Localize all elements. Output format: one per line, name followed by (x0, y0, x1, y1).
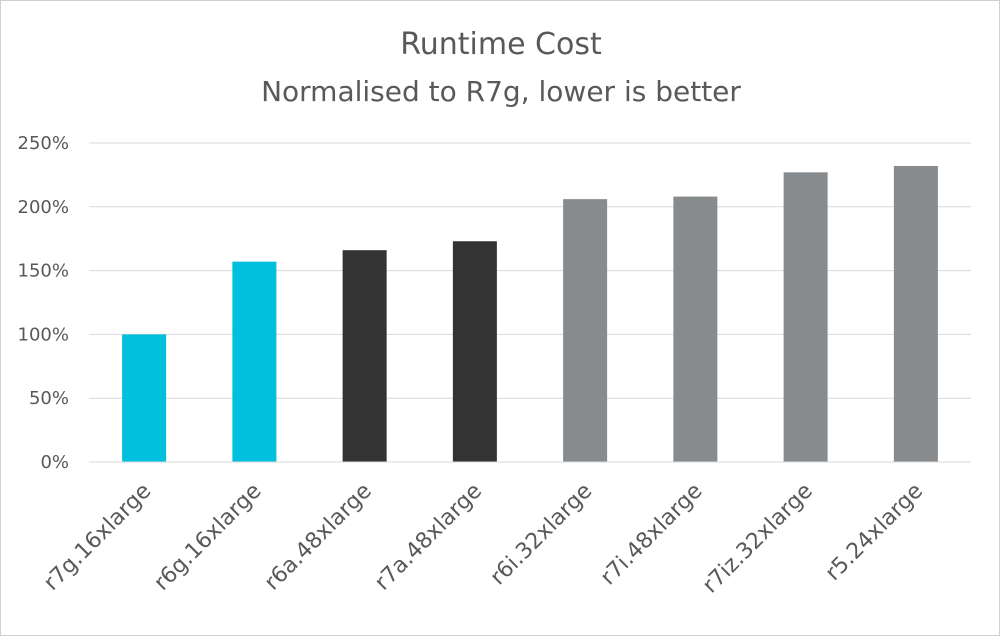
bar-r6g.16xlarge (232, 261, 277, 462)
bar-r6a.48xlarge (342, 250, 387, 462)
bar-r7iz.32xlarge (783, 172, 828, 462)
bar-r7a.48xlarge (452, 241, 497, 462)
x-tick-label: r6g.16xlarge (149, 479, 266, 596)
bar-r5.24xlarge (893, 165, 938, 462)
gridlines (89, 142, 971, 463)
x-tick-label: r6a.48xlarge (260, 479, 377, 596)
x-tick-label: r7iz.32xlarge (698, 479, 818, 599)
x-tick-label: r7a.48xlarge (370, 479, 487, 596)
y-tick-label: 100% (18, 324, 69, 345)
y-tick-label: 200% (18, 197, 69, 218)
x-tick-label: r7g.16xlarge (39, 479, 156, 596)
bar-r6i.32xlarge (563, 199, 608, 463)
y-tick-label: 250% (18, 133, 69, 154)
bar-r7g.16xlarge (122, 334, 167, 462)
chart-subtitle: Normalised to R7g, lower is better (261, 75, 741, 108)
y-tick-label: 150% (18, 261, 69, 282)
y-tick-label: 0% (40, 452, 69, 473)
chart-title: Runtime Cost (400, 27, 602, 62)
x-tick-label: r6i.32xlarge (486, 479, 598, 591)
bars (122, 165, 938, 463)
bar-r7i.48xlarge (673, 196, 718, 463)
x-tick-label: r5.24xlarge (821, 479, 928, 586)
x-axis-category-labels: r7g.16xlarger6g.16xlarger6a.48xlarger7a.… (39, 479, 928, 599)
x-tick-label: r7i.48xlarge (596, 479, 708, 591)
y-axis-tick-labels: 0% 50% 100% 150% 200% 250% (18, 133, 69, 473)
y-tick-label: 50% (29, 388, 69, 409)
